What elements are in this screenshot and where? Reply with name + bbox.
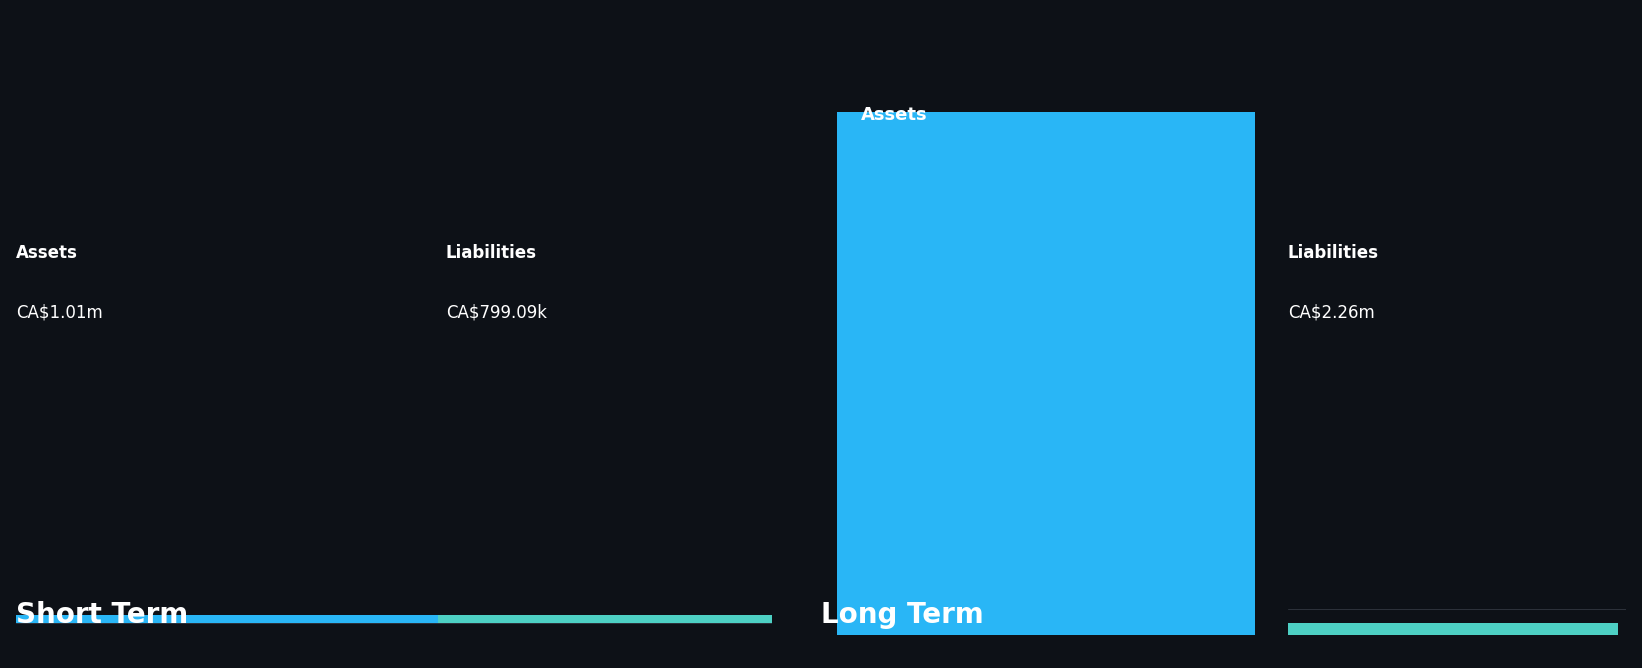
Text: Liabilities: Liabilities <box>445 244 537 262</box>
Text: Short Term: Short Term <box>16 601 189 629</box>
Text: Long Term: Long Term <box>821 601 984 629</box>
Text: CA$799.09k: CA$799.09k <box>445 304 547 322</box>
Text: Assets: Assets <box>862 106 928 124</box>
Bar <box>837 112 1256 635</box>
Text: CA$1.01m: CA$1.01m <box>16 304 103 322</box>
Text: CA$2.26m: CA$2.26m <box>1287 304 1374 322</box>
Bar <box>16 615 438 623</box>
Text: Assets: Assets <box>16 244 79 262</box>
Text: Liabilities: Liabilities <box>1287 244 1379 262</box>
Bar <box>438 615 772 623</box>
